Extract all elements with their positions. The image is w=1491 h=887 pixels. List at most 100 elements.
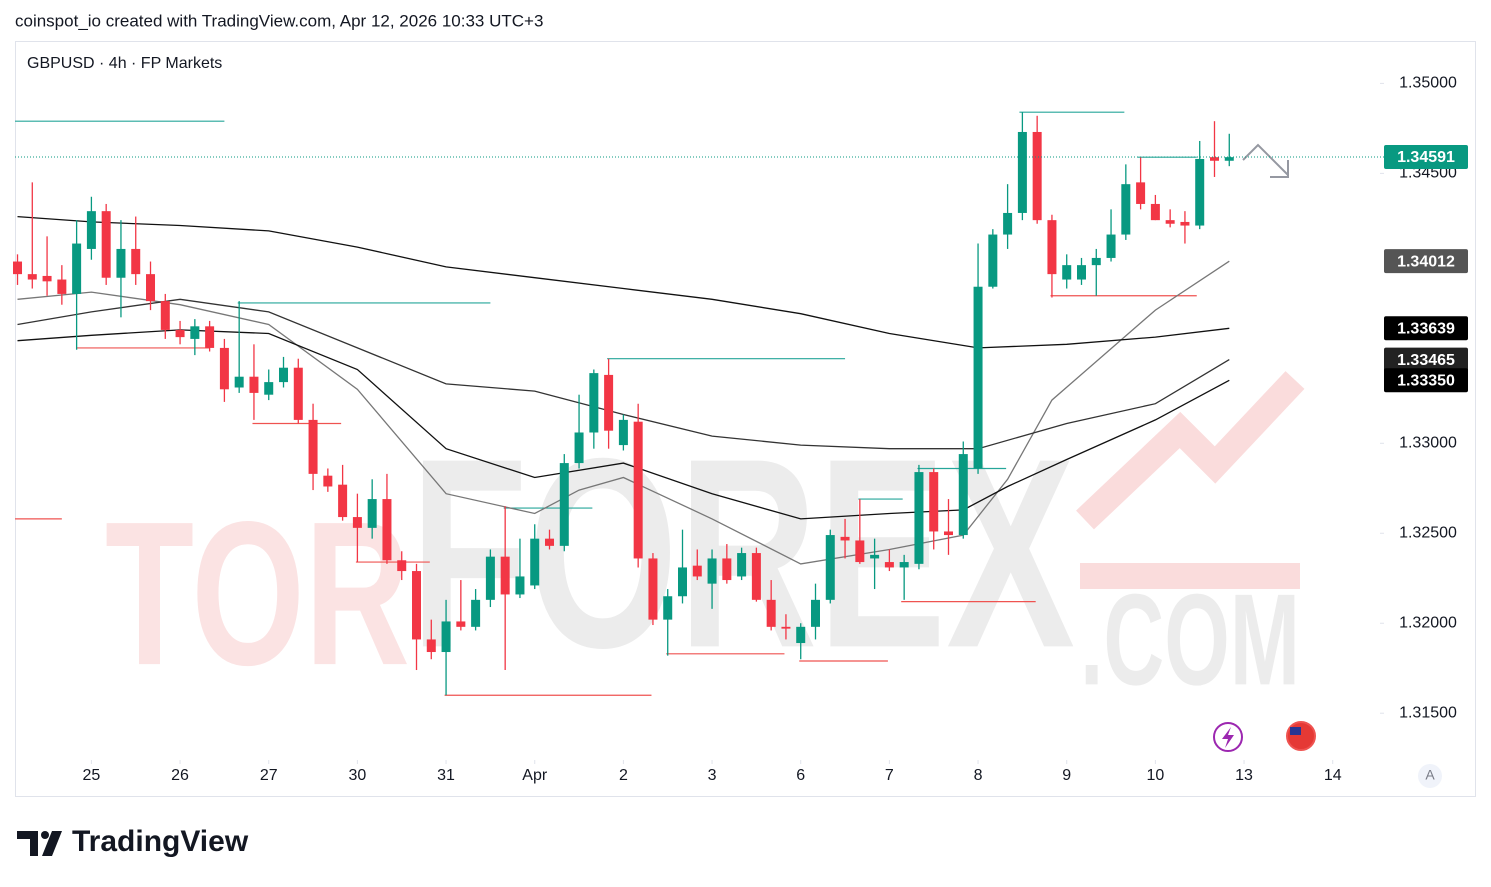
candle-body	[57, 279, 67, 294]
candle-body	[426, 639, 436, 653]
lightning-icon[interactable]	[1213, 722, 1243, 752]
candle-body	[737, 553, 747, 577]
price-label-box	[1384, 368, 1468, 393]
candle-body	[988, 234, 998, 287]
candle-body	[500, 556, 510, 595]
price-label: 1.34591	[1397, 149, 1455, 166]
y-tick-label: 1.35000	[1399, 75, 1457, 92]
candle-body	[1003, 212, 1013, 235]
candle-body	[678, 567, 688, 597]
candle-body	[101, 211, 111, 278]
x-tick-label: 31	[437, 767, 455, 784]
x-tick-label: 9	[1062, 767, 1071, 784]
candle-body	[810, 599, 820, 627]
x-tick-label: 8	[974, 767, 983, 784]
watermark-bar	[1080, 563, 1300, 589]
candle-body	[722, 558, 732, 581]
price-label-box	[1384, 249, 1468, 274]
candle-body	[943, 531, 953, 536]
watermark-arrow	[1076, 371, 1305, 530]
y-tick-label: 1.32000	[1399, 614, 1457, 631]
attribution: coinspot_io created with TradingView.com…	[15, 11, 543, 30]
x-tick-label: 25	[83, 767, 101, 784]
candle-body	[485, 556, 495, 600]
candle-body	[692, 565, 702, 577]
y-tick-label: 1.33000	[1399, 435, 1457, 452]
candle-body	[1062, 265, 1072, 280]
candle-body	[1136, 182, 1146, 204]
lightning-glyph	[1222, 727, 1234, 748]
price-label-box	[1384, 347, 1468, 372]
auto-scale-label: A	[1425, 767, 1435, 783]
candle-body	[884, 562, 894, 568]
candle-body	[1106, 234, 1116, 258]
price-label-box	[1384, 316, 1468, 341]
plot	[13, 111, 1234, 696]
x-tick-label: 14	[1324, 767, 1342, 784]
candle-body	[958, 454, 968, 536]
candle-body	[1047, 220, 1057, 275]
symbol-title: GBPUSD · 4h · FP Markets	[27, 55, 222, 72]
candle-body	[412, 571, 422, 640]
candle-body	[160, 301, 170, 330]
candle-body	[146, 274, 156, 302]
watermark-text: TOR	[105, 479, 410, 708]
candle-body	[352, 517, 362, 528]
candle-body	[86, 211, 96, 249]
candle-body	[1150, 203, 1160, 221]
candle-body	[914, 472, 924, 564]
x-tick-label: 26	[171, 767, 189, 784]
candle-body	[382, 499, 392, 561]
candle-body	[1224, 157, 1234, 161]
flag-canton	[1290, 727, 1301, 735]
event-icons	[1213, 721, 1316, 752]
candle-body	[308, 419, 318, 474]
flag-icon[interactable]	[1286, 721, 1316, 751]
candle-body	[42, 275, 52, 282]
candle-body	[338, 484, 348, 518]
candle-body	[618, 419, 628, 446]
candle-body	[1121, 184, 1131, 235]
candle-body	[825, 535, 835, 600]
candle-body	[545, 538, 555, 546]
candle-body	[1076, 265, 1086, 280]
candle-body	[116, 248, 126, 278]
x-tick-label: 7	[885, 767, 894, 784]
candle-body	[707, 558, 717, 584]
candle-body	[781, 626, 791, 629]
candle-body	[1195, 158, 1205, 226]
x-tick-label: 3	[708, 767, 717, 784]
auto-scale-button[interactable]	[1418, 764, 1442, 788]
brand: TradingView	[72, 825, 249, 858]
candle-body	[589, 373, 599, 433]
candle-body	[249, 376, 259, 393]
candle-body	[929, 472, 939, 532]
candle-body	[471, 599, 481, 627]
moving-average	[17, 215, 1230, 349]
candle-body	[293, 367, 303, 420]
candle-body	[27, 274, 37, 280]
price-label: 1.33639	[1397, 321, 1455, 338]
candle-body	[870, 554, 880, 559]
candle-body	[604, 374, 614, 431]
candle-body	[397, 560, 407, 572]
candle-body	[1091, 257, 1101, 266]
candle-body	[1180, 221, 1190, 226]
price-label: 1.33350	[1397, 373, 1455, 390]
logo-mark	[42, 831, 62, 856]
candle-body	[663, 596, 673, 620]
candle-body	[515, 576, 525, 595]
candle-body	[766, 599, 776, 627]
candle-body	[1032, 131, 1042, 221]
candle-body	[751, 553, 761, 600]
candle-body	[559, 463, 569, 546]
x-tick-label: 13	[1235, 767, 1253, 784]
candle-body	[1165, 220, 1175, 224]
y-tick-label: 1.31500	[1399, 704, 1457, 721]
price-label-box	[1384, 144, 1468, 169]
candle-body	[367, 499, 377, 528]
candle-body	[219, 347, 229, 390]
chart-frame	[15, 41, 1476, 797]
candle-body	[190, 326, 200, 339]
